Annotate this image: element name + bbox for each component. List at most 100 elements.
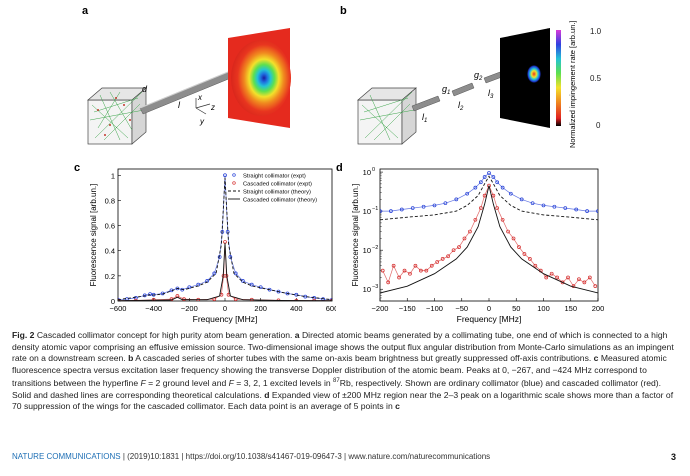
data-point [577, 277, 581, 282]
caption-ref-a: a [294, 330, 300, 340]
y-axis-label: Fluorescence signal [arb.un.] [89, 184, 98, 287]
x-axis-label: Frequency [MHz] [457, 314, 522, 324]
plot-frame [379, 168, 599, 302]
panel-label: c [74, 162, 80, 174]
caption-ref-c2: c [395, 401, 400, 412]
data-point [566, 275, 570, 280]
y-tick-label: 10 [363, 207, 371, 216]
x-tick-label: 0 [487, 304, 491, 313]
caption-math: F [228, 378, 234, 389]
x-tick-label: −200 [181, 304, 198, 313]
data-point [500, 217, 505, 222]
panel-b: b g1 g2 l1 l2 l3 [340, 5, 602, 148]
cascaded-tubes [411, 71, 503, 112]
x-tick-label: 200 [592, 304, 605, 313]
axis-y: y [199, 117, 205, 126]
caption-ref-c: c [593, 353, 599, 364]
data-point [468, 229, 472, 234]
data-point [440, 257, 445, 261]
chart-c: −600 −400 −200 0 200 400 600 0 0.2 0.4 0.6 0.8 1 Freq… [74, 162, 338, 324]
source-cube-b [357, 87, 417, 145]
panel-c: −600 −400 −200 0 200 400 600 0 0.2 0.4 0.6 0.8 1 Freq… [66, 155, 338, 338]
y-tick-exponent: 0 [372, 167, 375, 173]
series-line [118, 177, 332, 301]
y-axis-label: Fluorescence signal [arb.un.] [351, 184, 360, 287]
atom-trajectories-b [359, 91, 415, 141]
y-tick-label: 1 [111, 171, 115, 180]
y-tick-label: 0.8 [105, 196, 115, 205]
y-tick-exponent: −2 [372, 245, 378, 251]
data-point [508, 191, 513, 196]
plot-area [380, 171, 598, 294]
series-line [380, 175, 598, 221]
data-point [495, 206, 500, 210]
data-point [386, 280, 391, 285]
page-footer: NATURE COMMUNICATIONS | (2019)10:1831 | … [12, 452, 682, 462]
colorbar-tick-mid: 0.5 [590, 74, 602, 83]
panel-label: d [336, 162, 343, 174]
axis-x: x [197, 93, 203, 102]
legend-marker [232, 181, 236, 185]
callout-g2: g2 [474, 70, 483, 82]
data-point [519, 197, 524, 202]
data-point [473, 185, 478, 190]
data-point [491, 175, 496, 179]
data-point [478, 180, 483, 185]
data-point [491, 193, 496, 198]
data-point [408, 271, 412, 276]
data-point [549, 271, 554, 276]
page-number: 3 [670, 452, 676, 462]
x-tick-label: 200 [254, 304, 267, 313]
x-tick-label: 150 [564, 304, 577, 313]
caption-superscript: 87 [333, 378, 340, 385]
panel-label-b: b [340, 5, 347, 17]
data-point [500, 185, 505, 190]
panel-label-a: a [82, 5, 89, 17]
caption-text: Rb, respectively. Shown are ordinary col… [12, 378, 662, 400]
data-point [380, 268, 385, 273]
colorbar-tick-min: 0 [596, 121, 601, 130]
data-point [402, 268, 407, 273]
data-point [528, 257, 532, 261]
x-tick-label: 400 [290, 304, 303, 313]
panel-a: a d l x y z [82, 5, 291, 145]
x-tick-label: −200 [372, 304, 389, 313]
legend-entry: Straight collimator (expt) [243, 173, 306, 179]
caption-text: = 3, 2, 1 excited levels in [233, 378, 334, 389]
panel-d: −200 −150 −100 −50 0 50 100 150 200 10 −3 10 −2 10 −1 1… [328, 155, 608, 338]
y-tick-label: 0 [111, 297, 115, 306]
caption-lead: Fig. 2 [12, 330, 35, 340]
caption-math: F [140, 378, 146, 389]
x-tick-label: −100 [426, 304, 443, 313]
data-point [142, 293, 147, 298]
flux-image-b [500, 28, 550, 128]
data-point [533, 263, 538, 268]
legend-marker [232, 173, 236, 177]
legend-entry: Straight collimator (theory) [243, 189, 311, 195]
colorbar-tick-max: 1.0 [590, 27, 602, 36]
data-point [413, 263, 418, 268]
data-point [522, 252, 527, 256]
data-point [506, 229, 510, 234]
series-trace [380, 172, 598, 212]
y-tick-label: 0.6 [105, 222, 115, 231]
data-point [593, 284, 598, 289]
y-tick-label: 0.4 [105, 247, 115, 256]
data-point [187, 285, 192, 290]
data-point [560, 280, 565, 285]
data-point [429, 263, 434, 268]
data-point [517, 245, 521, 249]
caption-text: = 2 ground level and [145, 378, 229, 389]
caption-text: Directed atomic beams generated by a col… [12, 330, 674, 364]
data-point [457, 245, 461, 249]
y-tick-label: 10 [363, 285, 371, 294]
callout-l2: l2 [458, 100, 464, 112]
data-point [495, 180, 500, 185]
data-point [391, 263, 396, 268]
flux-spot-b [527, 65, 541, 83]
caption-text: Measured atomic fluorescence spectra ver… [12, 353, 667, 389]
x-tick-label: 600 [326, 304, 336, 313]
y-tick-exponent: −3 [372, 284, 378, 290]
caption-text: Cascaded collimator concept for high pur… [34, 330, 295, 340]
x-tick-label: 100 [537, 304, 550, 313]
